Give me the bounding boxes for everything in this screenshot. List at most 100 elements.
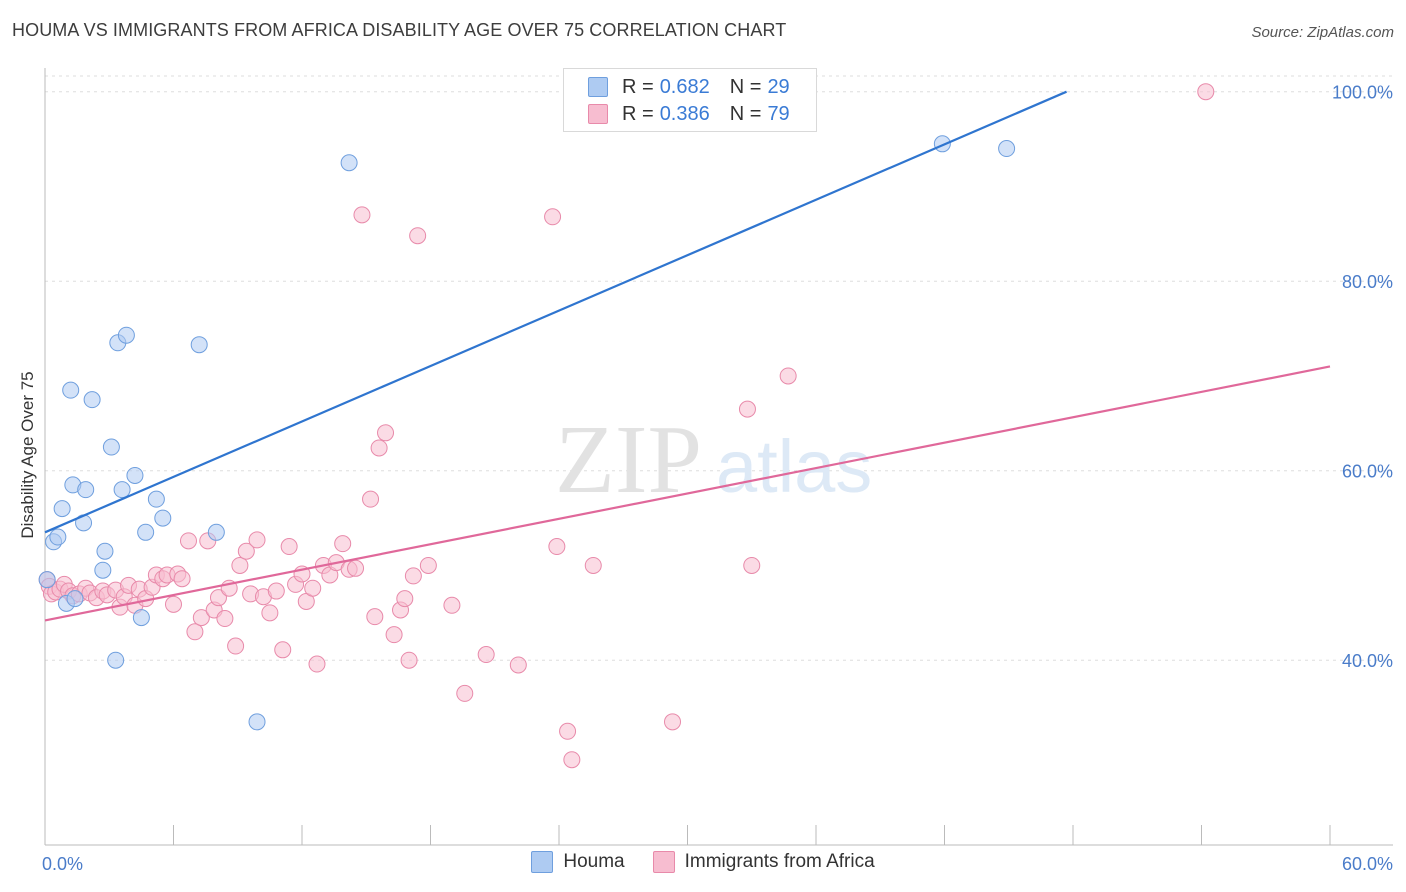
houma-point [77,481,95,499]
houma-point [96,542,114,560]
africa-point [544,208,562,226]
watermark: ZIP atlas [555,406,872,514]
africa-point [396,590,414,608]
africa-point [173,570,191,588]
houma-point [190,336,208,354]
africa-point [179,532,197,550]
houma-point [113,481,131,499]
africa-point [248,531,266,549]
houma-trendline [44,90,1068,534]
africa-point [237,542,255,560]
africa-point [664,713,682,731]
x-tick-label: 0.0% [42,854,83,874]
africa-point [209,589,227,607]
houma-n-label: N = [729,75,762,98]
africa-point [274,641,292,659]
watermark-atlas: atlas [716,425,872,508]
africa-point [308,655,326,673]
africa-point [370,439,388,457]
series-legend: Houma Immigrants from Africa [0,851,1406,873]
chart-title: HOUMA VS IMMIGRANTS FROM AFRICA DISABILI… [12,20,787,40]
houma-n-value: 29 [767,75,790,98]
africa-point [443,596,461,614]
africa-point [738,400,756,418]
houma-point [62,381,80,399]
africa-point [165,595,182,613]
africa-trendline [44,365,1331,622]
houma-point [340,154,358,172]
africa-point [559,722,577,740]
houma-r-value: 0.682 [659,75,710,98]
africa-point [377,424,395,442]
africa-point [347,559,365,577]
houma-point [998,140,1016,158]
africa-point [216,610,234,628]
houma-point [137,523,155,541]
africa-point [779,367,797,385]
legend-item-africa[interactable]: Immigrants from Africa [652,851,875,873]
trendlines [44,90,1331,622]
houma-swatch [588,77,608,97]
houma-point [207,523,225,541]
correlation-legend: R = 0.682 N = 29 R = 0.386 N = 79 [563,68,817,132]
africa-point [584,556,602,574]
africa-point [419,556,437,574]
africa-point [385,626,403,644]
houma-point [83,391,101,409]
houma-legend-label: Houma [563,851,625,872]
legend-item-houma[interactable]: Houma [531,851,625,873]
africa-point [400,651,418,669]
source-label: Source: ZipAtlas.com [1251,24,1394,41]
gridlines [45,75,1393,661]
africa-n-label: N = [729,102,762,125]
y-tick-label: 80.0% [1342,272,1393,292]
houma-point [126,466,144,484]
africa-point [409,227,427,245]
africa-r-label: R = [622,102,654,125]
africa-point [366,608,384,626]
africa-point [334,535,352,553]
africa-point [231,556,249,574]
x-tick-label: 60.0% [1342,854,1393,874]
africa-swatch [588,104,608,124]
africa-point [227,637,245,655]
africa-point [280,538,298,556]
africa-n-value: 79 [767,102,790,125]
houma-point [248,713,266,731]
watermark-zip: ZIP [555,406,702,514]
legend-row-houma: R = 0.682 N = 29 [588,75,790,99]
axes [44,68,1393,846]
africa-point [477,646,495,664]
africa-point [1197,83,1215,101]
y-tick-label: 100.0% [1332,83,1393,103]
houma-point [94,561,112,579]
africa-point [548,538,566,556]
africa-point [509,656,527,674]
houma-point [154,509,172,527]
africa-point [267,582,285,600]
africa-point [192,609,210,627]
houma-point [147,490,165,508]
houma-point [66,590,84,608]
africa-point [404,567,422,585]
africa-point [261,604,279,622]
houma-legend-swatch [531,851,554,873]
africa-legend-swatch [652,851,675,873]
houma-point [38,571,56,589]
houma-point [49,528,67,546]
africa-point [304,579,322,597]
africa-point [353,206,371,224]
africa-point [186,623,204,641]
houma-point [117,326,135,344]
africa-r-value: 0.386 [659,102,710,125]
africa-point [743,556,761,574]
houma-r-label: R = [622,75,654,98]
houma-point [132,609,150,627]
africa-point [563,751,581,769]
africa-point [456,684,474,702]
africa-legend-label: Immigrants from Africa [684,851,875,872]
tick-labels: 40.0% 60.0% 80.0% 100.0% 0.0% 60.0% [42,83,1393,874]
houma-point [102,438,120,456]
y-tick-label: 60.0% [1342,462,1393,482]
